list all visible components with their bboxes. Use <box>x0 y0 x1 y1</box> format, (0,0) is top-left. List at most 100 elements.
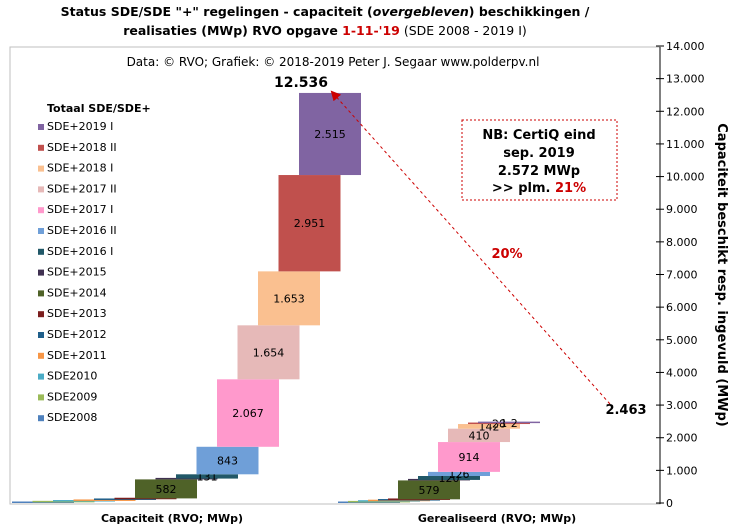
legend-swatch <box>38 332 44 338</box>
bar-capaciteit-sde-2011 <box>73 499 136 501</box>
legend-swatch <box>38 373 44 380</box>
annotation-line1: NB: CertiQ eind <box>482 128 595 143</box>
annotation-line3: 2.572 MWp <box>498 164 580 179</box>
bar-gerealiseerd-sde-2016-i <box>418 476 480 480</box>
bar-data-label: 28 <box>492 418 506 431</box>
bar-capaciteit-sde-2018-ii <box>278 175 341 272</box>
bar-gerealiseerd-sde-2019-i <box>478 421 540 424</box>
y-tick-label: 11.000 <box>666 138 705 151</box>
y-axis-label: Capaciteit beschikt resp. ingevuld (MWp) <box>714 123 729 427</box>
legend-entry: SDE+2017 II <box>47 182 117 195</box>
total-label-capaciteit: 12.536 <box>274 75 328 91</box>
y-tick-label: 7.000 <box>666 269 698 282</box>
title-line2-b: 1-11-'19 <box>342 23 400 38</box>
legend-swatch <box>38 269 44 276</box>
annotation-line4-a: >> plm. <box>492 181 555 196</box>
bar-capaciteit-sde-2019-i <box>299 92 361 176</box>
y-tick-label: 1.000 <box>666 464 698 477</box>
total-label-gerealiseerd: 2.463 <box>605 403 646 418</box>
arrow-percentage-label: 20% <box>491 247 522 262</box>
bar-data-label: 2.067 <box>232 407 264 420</box>
title-line1-c: ) beschikkingen / <box>469 4 590 19</box>
legend-swatch <box>38 248 44 255</box>
bar-data-label: 579 <box>419 484 440 497</box>
category-label-capaciteit: Capaciteit (RVO; MWp) <box>101 512 243 525</box>
y-tick-label: 13.000 <box>666 73 705 86</box>
bar-capaciteit-sde-2018-i <box>258 271 320 326</box>
title-line1-a: Status SDE/SDE "+" regelingen - capacite… <box>61 4 373 19</box>
y-tick-label: 9.000 <box>666 203 698 216</box>
bar-data-label: 2.951 <box>294 217 326 230</box>
legend-entry: SDE+2019 I <box>47 120 113 133</box>
legend-swatch <box>38 165 44 172</box>
annotation-line2: sep. 2019 <box>503 146 575 161</box>
bar-gerealiseerd-sde-2016-ii <box>428 471 490 477</box>
bar-capaciteit-sde-2017-i <box>217 379 279 447</box>
y-tick-label: 2.000 <box>666 432 698 445</box>
title-line1-b: overgebleven <box>373 4 469 19</box>
bar-capaciteit-sde-2016-ii <box>196 446 259 475</box>
bar-gerealiseerd-sde-2017-ii <box>448 428 510 443</box>
annotation-line4: >> plm. 21% <box>492 181 586 196</box>
title-line2-c: (SDE 2008 - 2019 I) <box>400 23 527 38</box>
y-tick-label: 10.000 <box>666 171 705 184</box>
legend-title: Totaal SDE/SDE+ <box>47 102 151 115</box>
y-tick-label: 14.000 <box>666 40 705 53</box>
legend-swatch <box>38 228 44 234</box>
legend-entry: SDE2010 <box>47 370 97 383</box>
bar-capaciteit-sde-2016-i <box>176 474 238 479</box>
legend-entry: SDE+2017 I <box>47 203 113 216</box>
bar-data-label: 410 <box>469 429 490 442</box>
chart-subtitle: Data: © RVO; Grafiek: © 2018-2019 Peter … <box>127 55 540 69</box>
bar-capaciteit-sde-2013 <box>114 497 177 500</box>
y-tick-label: 4.000 <box>666 366 698 379</box>
bars-layer: 5821318432.0671.6541.6532.9512.515579120… <box>12 92 540 503</box>
legend-entry: SDE+2015 <box>47 266 107 279</box>
legend: SDE+2019 I SDE+2018 II SDE+2018 I SDE+2017 … <box>38 120 117 424</box>
bar-gerealiseerd-sde-2017-i <box>438 442 500 472</box>
bar-data-label: 1.653 <box>273 292 305 305</box>
chart-title-line2: realisaties (MWp) RVO opgave 1-11-'19 (S… <box>123 23 527 38</box>
legend-entry: SDE+2013 <box>47 307 107 320</box>
y-tick-label: 12.000 <box>666 105 705 118</box>
bar-gerealiseerd-sde-2014 <box>398 480 460 500</box>
y-tick-label: 8.000 <box>666 236 698 249</box>
bar-data-label: 582 <box>156 483 177 496</box>
bar-capaciteit-sde-2014 <box>135 479 197 499</box>
legend-entry: SDE+2014 <box>47 286 107 299</box>
bar-data-label: 914 <box>459 451 480 464</box>
bar-capaciteit-sde2009 <box>32 500 95 503</box>
y-axis-ticks: 0 1.000 2.000 3.000 4.000 5.000 6.000 7.000 8.00… <box>656 40 705 510</box>
legend-swatch <box>38 352 44 359</box>
legend-entry: SDE2009 <box>47 390 97 403</box>
annotation-line4-b: 21% <box>555 181 586 196</box>
title-line2-a: realisaties (MWp) RVO opgave <box>123 23 342 38</box>
legend-entry: SDE+2016 II <box>47 224 117 237</box>
legend-entry: SDE+2018 I <box>47 162 113 175</box>
annotation-box <box>461 119 618 201</box>
bar-data-label: 843 <box>217 455 238 468</box>
legend-swatch <box>38 290 44 297</box>
legend-swatch <box>38 415 44 422</box>
legend-swatch <box>38 207 44 214</box>
legend-swatch <box>38 144 44 151</box>
y-tick-label: 5.000 <box>666 334 698 347</box>
legend-swatch <box>38 394 44 401</box>
bar-capaciteit-sde-2015 <box>155 477 218 480</box>
chart-title-line1: Status SDE/SDE "+" regelingen - capacite… <box>61 4 590 19</box>
y-tick-label: 0 <box>666 497 673 510</box>
bar-capaciteit-sde-2017-ii <box>237 325 300 380</box>
legend-swatch <box>38 186 44 193</box>
bar-data-label: 1.654 <box>253 346 285 359</box>
legend-swatch <box>38 311 44 318</box>
legend-entry: SDE+2012 <box>47 328 107 341</box>
bar-gerealiseerd-sde-2018-i <box>458 424 520 429</box>
legend-entry: SDE+2011 <box>47 349 107 362</box>
bar-data-label: 2.515 <box>314 128 346 141</box>
y-tick-label: 6.000 <box>666 301 698 314</box>
legend-entry: SDE2008 <box>47 411 97 424</box>
legend-swatch <box>38 124 44 130</box>
bar-gerealiseerd-sde-2018-ii <box>468 422 530 425</box>
y-tick-label: 3.000 <box>666 399 698 412</box>
